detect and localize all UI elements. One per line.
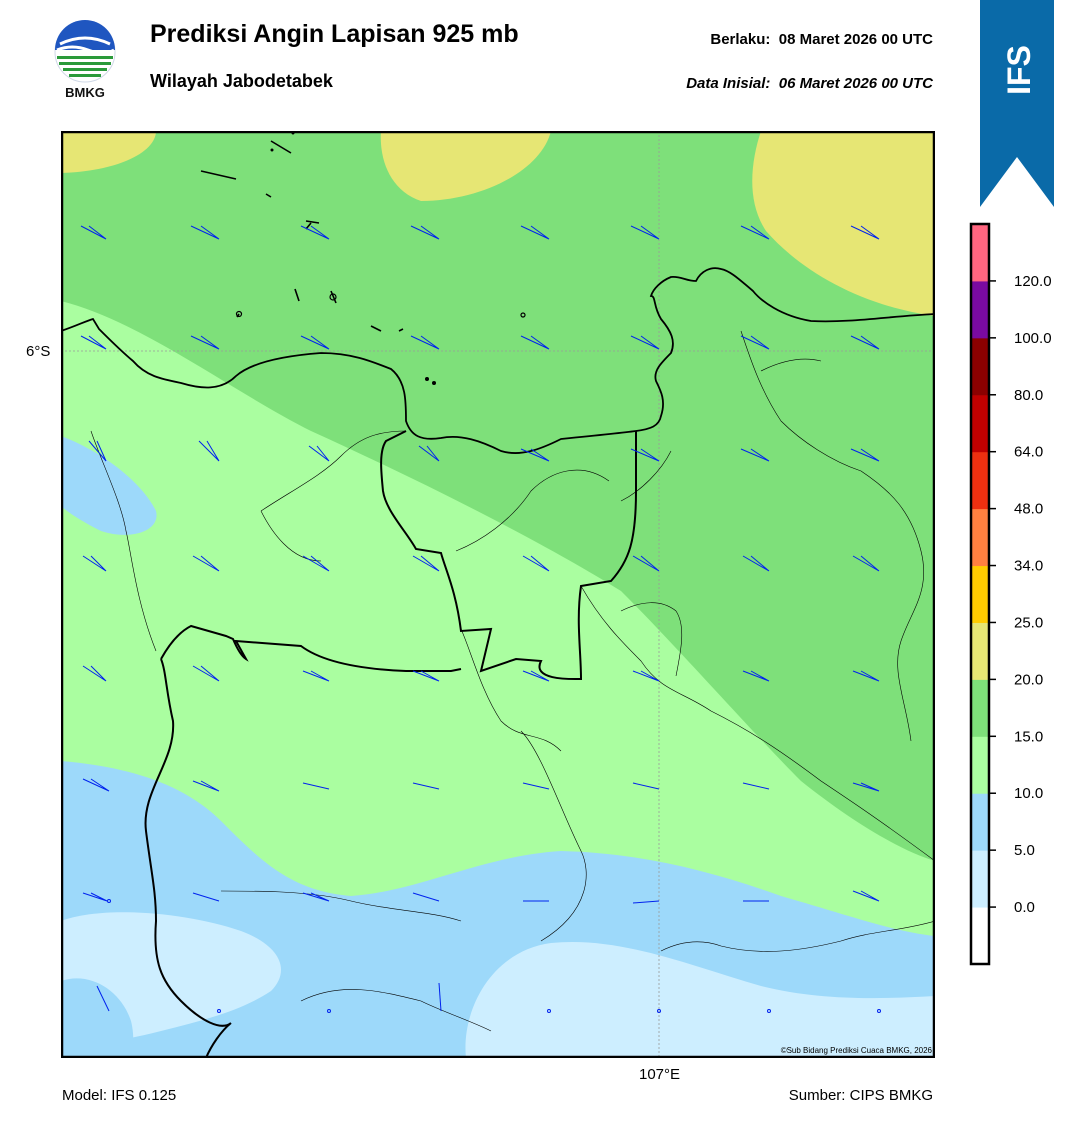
colorbar-swatch bbox=[971, 622, 989, 680]
colorbar-tick-label: 64.0 bbox=[1014, 444, 1043, 461]
field-20-25-n bbox=[380, 131, 551, 201]
colorbar-swatch bbox=[971, 337, 989, 396]
valid-label: Berlaku: bbox=[710, 31, 771, 48]
copyright-note: ©Sub Bidang Prediksi Cuaca BMKG, 2026 bbox=[781, 1046, 933, 1055]
jakarta-border bbox=[380, 430, 637, 681]
field-15-20 bbox=[61, 131, 935, 861]
colorbar-swatch bbox=[971, 451, 989, 510]
region-subtitle: Wilayah Jabodetabek bbox=[150, 71, 333, 91]
valid-date: 08 Maret 2026 00 UTC bbox=[778, 31, 933, 48]
map-frame bbox=[61, 131, 935, 1058]
colorbar-tick-label: 25.0 bbox=[1014, 614, 1043, 631]
colorbar-swatch bbox=[971, 736, 989, 794]
lat-label: 6°S bbox=[26, 343, 51, 360]
island bbox=[235, 310, 243, 318]
thousand-islands bbox=[200, 140, 404, 332]
colorbar-frame bbox=[969, 222, 991, 966]
source-info: Sumber: CIPS BMKG bbox=[788, 1087, 933, 1104]
colorbar-tick-label: 20.0 bbox=[1014, 671, 1043, 688]
colorbar-swatch bbox=[971, 907, 989, 965]
wind-speed-colorbar: 0.0 5.0 10.0 15.0 20.0 25.0 34.0 48.0 64.0 80.0 10… bbox=[969, 222, 1052, 966]
wind-map: ©Sub Bidang Prediksi Cuaca BMKG, 2026 bbox=[61, 131, 935, 1058]
model-info: Model: IFS 0.125 bbox=[62, 1087, 177, 1104]
colorbar-swatch bbox=[971, 224, 989, 282]
init-date: 06 Maret 2026 00 UTC bbox=[778, 75, 933, 92]
field-0-5-s bbox=[465, 941, 935, 1058]
page-title: Prediksi Angin Lapisan 925 mb bbox=[150, 20, 519, 48]
field-20-25-nw bbox=[61, 131, 156, 173]
colorbar-tick-label: 5.0 bbox=[1014, 842, 1035, 859]
colorbar-swatch bbox=[971, 565, 989, 623]
colorbar-swatch bbox=[971, 394, 989, 453]
colorbar-swatch bbox=[971, 280, 989, 339]
logo-text: BMKG bbox=[65, 85, 105, 100]
colorbar-labels: 0.0 5.0 10.0 15.0 20.0 25.0 34.0 48.0 64.0 80.0 10… bbox=[989, 273, 1052, 916]
field-5-10-sw-corner bbox=[61, 978, 134, 1058]
init-label: Data Inisial: bbox=[686, 75, 771, 92]
colorbar-tick-label: 100.0 bbox=[1014, 330, 1052, 347]
island bbox=[329, 293, 337, 301]
colorbar-swatch bbox=[971, 679, 989, 737]
bmkg-logo: BMKG bbox=[54, 20, 116, 100]
admin-borders bbox=[90, 330, 935, 1032]
island bbox=[432, 381, 436, 385]
wind-barbs bbox=[80, 225, 881, 1013]
banten-border bbox=[160, 624, 462, 672]
colorbar-tick-label: 120.0 bbox=[1014, 273, 1052, 290]
valid-time: Berlaku: 08 Maret 2026 00 UTC bbox=[710, 31, 933, 48]
colorbar-tick-label: 34.0 bbox=[1014, 558, 1043, 575]
field-5-10-west bbox=[61, 436, 157, 535]
island bbox=[520, 312, 526, 318]
west-border bbox=[144, 658, 232, 1058]
field-20-25-ne bbox=[752, 131, 935, 316]
colorbar-tick-label: 0.0 bbox=[1014, 899, 1035, 916]
lon-label: 107°E bbox=[639, 1066, 681, 1083]
island bbox=[270, 148, 274, 152]
island bbox=[425, 377, 429, 381]
model-ribbon: IFS bbox=[980, 0, 1054, 207]
colorbar-tick-label: 80.0 bbox=[1014, 387, 1043, 404]
colorbar-swatches bbox=[971, 224, 989, 965]
colorbar-swatch bbox=[971, 793, 989, 851]
initial-data-time: Data Inisial: 06 Maret 2026 00 UTC bbox=[686, 75, 933, 92]
colorbar-tick-label: 10.0 bbox=[1014, 785, 1043, 802]
ribbon-label: IFS bbox=[1001, 45, 1037, 95]
colorbar-tick-label: 15.0 bbox=[1014, 728, 1043, 745]
colorbar-swatch bbox=[971, 508, 989, 567]
colorbar-swatch bbox=[971, 850, 989, 908]
colorbar-tick-label: 48.0 bbox=[1014, 501, 1043, 518]
